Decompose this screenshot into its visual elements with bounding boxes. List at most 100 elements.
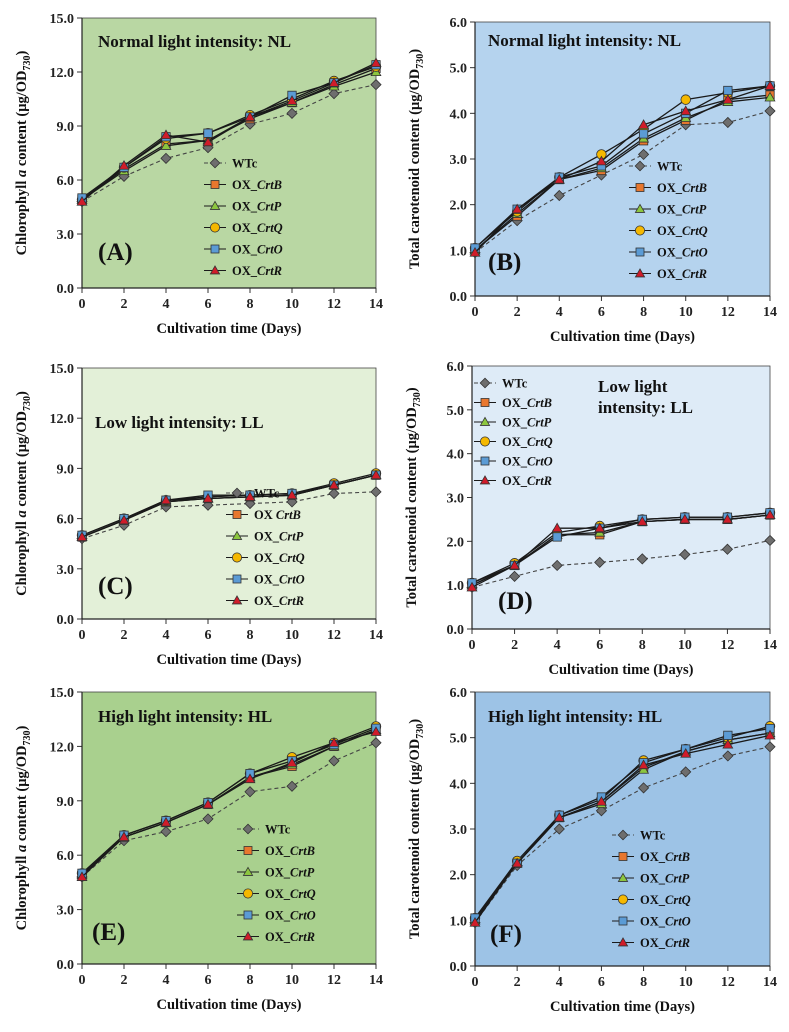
legend-marker <box>634 203 646 213</box>
y-tick-label: 15.0 <box>50 686 75 701</box>
legend-label-gene: CrtO <box>527 455 553 469</box>
y-tick-label: 12.0 <box>50 412 75 427</box>
legend-label-gene: CrtB <box>527 396 552 410</box>
x-tick-label: 6 <box>596 638 603 653</box>
y-tick-label: 2.0 <box>447 535 465 550</box>
legend-label: OX_CrtR <box>657 267 707 281</box>
data-point <box>328 479 340 490</box>
legend-label-prefix: OX_ <box>232 221 258 235</box>
y-axis-label-part: Chlorophyll <box>14 518 30 596</box>
legend-label: OX_CrtQ <box>640 893 691 907</box>
series-ox_crtr <box>76 469 382 542</box>
y-tick-label: 12.0 <box>50 66 75 81</box>
panel-letter: (F) <box>490 921 522 948</box>
legend-item-wtc: WTc <box>474 377 528 391</box>
series-line <box>471 514 771 588</box>
data-point <box>160 826 172 838</box>
series-line <box>81 62 377 203</box>
data-point <box>553 823 565 835</box>
legend-label: OX_CrtQ <box>254 551 305 565</box>
y-tick-label: 0.0 <box>447 623 465 638</box>
y-axis-label-part: 730 <box>415 724 426 739</box>
legend-label-prefix: WTc <box>640 829 666 843</box>
legend-label: WTc <box>265 823 291 837</box>
legend-label-gene: CrtO <box>257 243 283 257</box>
legend-item-ox_crtq: OX_CrtQ <box>612 893 691 907</box>
data-point <box>553 173 565 184</box>
legend-item-ox_crtr: OX_CrtR <box>204 264 282 278</box>
legend-marker <box>617 872 629 882</box>
legend-label-prefix: OX_ <box>265 866 291 880</box>
condition-title: High light intensity: HL <box>98 707 272 726</box>
legend-label-prefix: OX_ <box>232 243 258 257</box>
y-tick-label: 0.0 <box>57 282 75 297</box>
legend-label: OX_CrtB <box>265 844 315 858</box>
legend-label-prefix: OX_ <box>657 224 683 238</box>
legend-item-ox_crtb: OX_CrtB <box>474 396 552 410</box>
legend-label: OX_CrtB <box>657 181 707 195</box>
y-axis-label-part: 730 <box>22 731 33 746</box>
x-tick-label: 2 <box>511 638 518 653</box>
data-point <box>551 522 563 533</box>
legend-item-ox_crtr: OX_CrtR <box>226 594 304 608</box>
y-axis-label-part: ) <box>14 51 30 56</box>
data-point <box>160 140 172 150</box>
data-point <box>638 759 650 770</box>
data-point <box>723 730 733 740</box>
data-point <box>160 816 172 827</box>
legend-marker <box>231 487 243 499</box>
x-tick-label: 12 <box>721 305 735 320</box>
legend-label-prefix: WTc <box>502 377 528 391</box>
x-tick-label: 8 <box>640 305 647 320</box>
legend-item-ox_crtq: OX_CrtQ <box>204 221 283 235</box>
data-point <box>202 798 214 809</box>
y-axis-label-part: 730 <box>22 396 33 411</box>
y-axis-label-part: 730 <box>415 54 426 69</box>
x-tick-label: 0 <box>472 305 479 320</box>
legend-label-prefix: WTc <box>254 487 280 501</box>
data-point <box>722 738 734 749</box>
data-point <box>202 813 214 825</box>
data-point <box>764 729 776 740</box>
data-point <box>679 513 691 524</box>
x-tick-label: 4 <box>163 628 170 643</box>
data-point <box>118 514 130 525</box>
series-line <box>81 71 377 201</box>
data-point <box>722 93 734 104</box>
legend-marker <box>209 200 221 210</box>
legend-label-prefix: OX_ <box>657 267 683 281</box>
legend-item-ox_crto: OX_CrtO <box>629 246 708 260</box>
x-tick-label: 14 <box>369 297 383 312</box>
legend-marker <box>635 247 645 257</box>
legend-item-ox_crtb: OX_CrtB <box>629 181 707 195</box>
y-axis-label-part: Total carotenoid content (μg/OD <box>407 739 423 939</box>
y-axis-label: Total carotenoid content (μg/OD730) <box>407 719 426 939</box>
series-line <box>81 491 377 540</box>
data-point <box>595 155 607 166</box>
legend-label-prefix: OX_ <box>640 915 666 929</box>
data-point <box>764 741 776 753</box>
data-point <box>286 95 298 105</box>
series-line <box>81 742 377 878</box>
data-point <box>328 77 340 87</box>
legend-marker <box>210 244 220 254</box>
y-axis-label-part: content (μg/OD <box>14 71 30 170</box>
chart-panel-e: 0.0 3.0 6.0 9.0 12.0 15.0 0 2 4 6 8 10 12 14 Cultivati… <box>14 686 383 1013</box>
series-wtc <box>76 737 382 883</box>
legend-label-prefix: OX_ <box>640 893 666 907</box>
data-point <box>286 489 298 500</box>
data-point <box>160 129 172 140</box>
legend-label: OX_CrtB <box>232 178 282 192</box>
y-tick-label: 0.0 <box>57 613 75 628</box>
y-tick-label: 4.0 <box>447 448 465 463</box>
legend-item-wtc: WTc <box>226 487 280 501</box>
x-tick-label: 2 <box>121 628 128 643</box>
x-axis-label: Cultivation time (Days) <box>549 662 694 678</box>
x-tick-label: 6 <box>205 297 212 312</box>
x-tick-label: 14 <box>763 638 777 653</box>
data-point <box>764 534 776 547</box>
legend-label-prefix: OX_ <box>265 909 291 923</box>
panel-letter: (A) <box>98 239 133 266</box>
legend-label-prefix: OX_ <box>254 530 280 544</box>
legend-marker <box>210 180 220 189</box>
